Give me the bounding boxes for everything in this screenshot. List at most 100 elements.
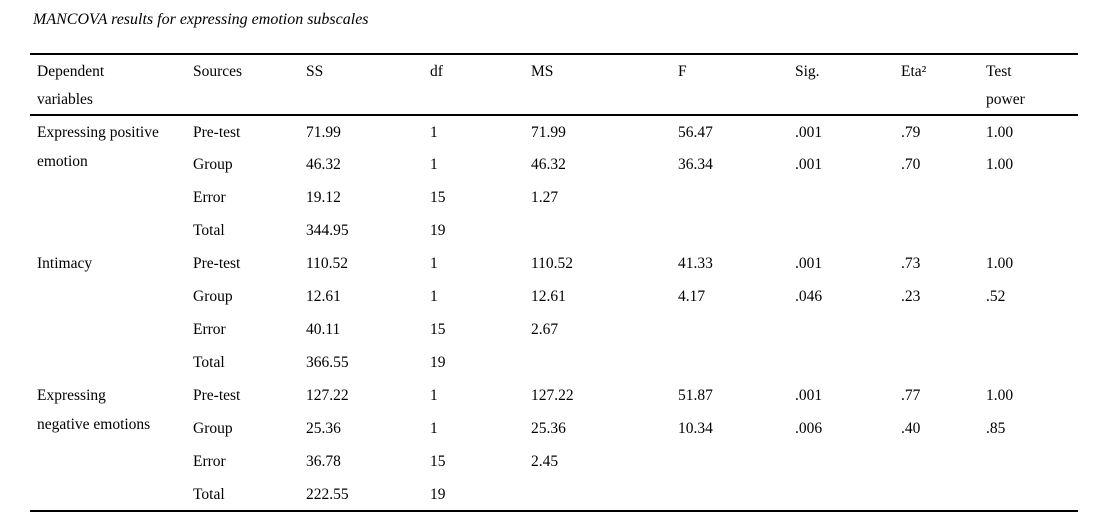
col-header-sig: Sig. bbox=[795, 63, 820, 80]
cell-ss: 19.12 bbox=[306, 189, 341, 206]
cell-df: 19 bbox=[430, 486, 446, 503]
cell-source: Total bbox=[193, 486, 225, 503]
cell-ms bbox=[531, 478, 678, 511]
cell-ms: 2.67 bbox=[531, 321, 559, 338]
cell-df: 1 bbox=[430, 124, 438, 141]
cell-eta2 bbox=[901, 214, 986, 247]
table-row: Error 36.78 15 2.45 bbox=[30, 445, 1078, 478]
table-row: Group 25.36 1 25.36 10.34 .006 .40 .85 bbox=[30, 412, 1078, 445]
cell-eta2 bbox=[901, 478, 986, 511]
cell-sig bbox=[795, 181, 901, 214]
cell-df: 15 bbox=[430, 321, 446, 338]
cell-df: 19 bbox=[430, 354, 446, 371]
table-row: Total 366.55 19 bbox=[30, 346, 1078, 379]
cell-sig bbox=[795, 214, 901, 247]
col-header-f: F bbox=[678, 63, 687, 80]
cell-ms: 110.52 bbox=[531, 255, 574, 272]
col-header-eta2: Eta² bbox=[901, 63, 927, 80]
cell-ms: 25.36 bbox=[531, 420, 566, 437]
cell-ss: 110.52 bbox=[306, 255, 349, 272]
cell-ss: 25.36 bbox=[306, 420, 341, 437]
table-row: Group 46.32 1 46.32 36.34 .001 .70 1.00 bbox=[30, 148, 1078, 181]
cell-power: 1.00 bbox=[986, 156, 1014, 173]
cell-ss: 36.78 bbox=[306, 453, 341, 470]
cell-ss: 40.11 bbox=[306, 321, 341, 338]
cell-ss: 12.61 bbox=[306, 288, 341, 305]
cell-ms bbox=[531, 346, 678, 379]
dependent-variable-label-line: Expressing bbox=[37, 387, 106, 404]
cell-eta2: .77 bbox=[901, 387, 921, 404]
cell-ss: 71.99 bbox=[306, 124, 341, 141]
cell-f bbox=[678, 346, 795, 379]
cell-f bbox=[678, 181, 795, 214]
dependent-variable-label-line: Expressing positive bbox=[37, 124, 159, 141]
cell-power: 1.00 bbox=[986, 124, 1014, 141]
cell-sig: .046 bbox=[795, 288, 823, 305]
cell-sig bbox=[795, 478, 901, 511]
cell-f: 4.17 bbox=[678, 288, 706, 305]
cell-source: Total bbox=[193, 354, 225, 371]
cell-ms: 127.22 bbox=[531, 387, 574, 404]
cell-df: 1 bbox=[430, 387, 438, 404]
table-row: Error 19.12 15 1.27 bbox=[30, 181, 1078, 214]
cell-ss: 366.55 bbox=[306, 354, 349, 371]
cell-power bbox=[986, 478, 1078, 511]
cell-f bbox=[678, 445, 795, 478]
cell-power bbox=[986, 181, 1078, 214]
cell-eta2 bbox=[901, 445, 986, 478]
table-row: Expressing positive emotion Pre-test 71.99 1… bbox=[30, 115, 1078, 170]
table-row: Intimacy Pre-test 110.52 1 110.52 41.33 .001 .7… bbox=[30, 247, 1078, 280]
cell-ss: 344.95 bbox=[306, 222, 349, 239]
cell-source: Pre-test bbox=[193, 124, 241, 141]
cell-power: .52 bbox=[986, 288, 1006, 305]
cell-f: 41.33 bbox=[678, 255, 713, 272]
cell-source: Error bbox=[193, 321, 226, 338]
cell-source: Error bbox=[193, 189, 226, 206]
table-row: Expressing negative emotions Pre-test 127.2… bbox=[30, 379, 1078, 433]
col-header-df: df bbox=[430, 63, 443, 80]
col-header-ss: SS bbox=[306, 63, 324, 80]
cell-sig: .006 bbox=[795, 420, 823, 437]
cell-eta2: .73 bbox=[901, 255, 921, 272]
col-header-test-power: Test power bbox=[986, 63, 1025, 108]
cell-source: Group bbox=[193, 288, 233, 305]
cell-f: 36.34 bbox=[678, 156, 713, 173]
cell-eta2 bbox=[901, 313, 986, 346]
table-body: Expressing positive emotion Pre-test 71.99 1… bbox=[30, 115, 1078, 511]
table-header: Dependent variables Sources SS df MS F bbox=[30, 54, 1078, 115]
cell-source: Pre-test bbox=[193, 255, 241, 272]
table-row: Total 344.95 19 bbox=[30, 214, 1078, 247]
cell-df: 1 bbox=[430, 255, 438, 272]
cell-df: 1 bbox=[430, 288, 438, 305]
dependent-variable-label-line: emotion bbox=[37, 153, 88, 170]
cell-f bbox=[678, 478, 795, 511]
table-row: Group 12.61 1 12.61 4.17 .046 .23 .52 bbox=[30, 280, 1078, 313]
mancova-results-table: Dependent variables Sources SS df MS F bbox=[30, 53, 1078, 512]
cell-source: Pre-test bbox=[193, 387, 241, 404]
cell-df: 1 bbox=[430, 420, 438, 437]
cell-sig: .001 bbox=[795, 255, 823, 272]
cell-f: 10.34 bbox=[678, 420, 713, 437]
table-row: Error 40.11 15 2.67 bbox=[30, 313, 1078, 346]
cell-power: .85 bbox=[986, 420, 1006, 437]
cell-ss: 127.22 bbox=[306, 387, 349, 404]
col-header-dependent-variables: Dependent variables bbox=[37, 63, 105, 108]
cell-eta2 bbox=[901, 181, 986, 214]
cell-sig: .001 bbox=[795, 387, 823, 404]
cell-source: Error bbox=[193, 453, 226, 470]
col-header-ms: MS bbox=[531, 63, 554, 80]
cell-eta2 bbox=[901, 346, 986, 379]
cell-ms: 1.27 bbox=[531, 189, 559, 206]
cell-eta2: .79 bbox=[901, 124, 921, 141]
cell-dependent-variable: Expressing negative emotions bbox=[30, 379, 193, 511]
cell-df: 15 bbox=[430, 453, 446, 470]
cell-sig: .001 bbox=[795, 124, 823, 141]
cell-sig bbox=[795, 313, 901, 346]
cell-df: 1 bbox=[430, 156, 438, 173]
cell-source: Group bbox=[193, 420, 233, 437]
cell-ms: 71.99 bbox=[531, 124, 566, 141]
col-header-sources: Sources bbox=[193, 63, 243, 80]
cell-df: 15 bbox=[430, 189, 446, 206]
cell-power: 1.00 bbox=[986, 387, 1014, 404]
